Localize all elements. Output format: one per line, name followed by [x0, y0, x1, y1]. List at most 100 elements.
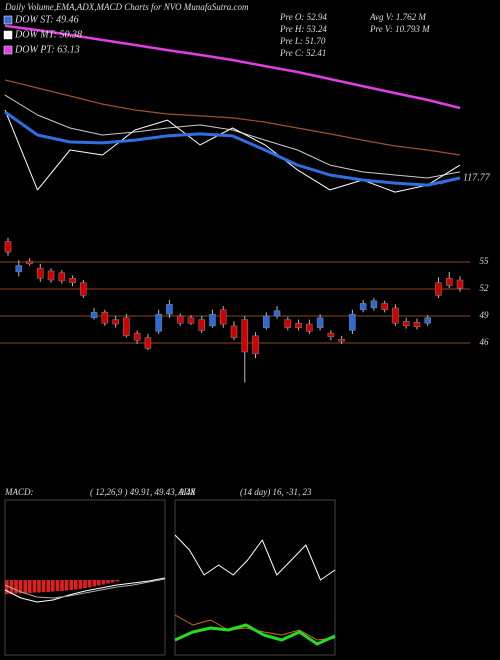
candle-body — [263, 315, 270, 328]
panel-title: MACD: — [4, 487, 34, 497]
histogram-bar — [14, 580, 18, 594]
candle-body — [133, 332, 141, 341]
line-series — [4, 110, 461, 187]
candle-body — [413, 322, 421, 328]
panel-params: ( 12,26,9 ) 49.91, 49.43, 0.48 — [90, 487, 195, 497]
panel-title: Daily Volume,EMA,ADX,MACD Charts for NVO… — [4, 2, 249, 12]
candle-body — [90, 312, 98, 319]
y-tick-label: 46 — [480, 337, 490, 347]
candle-body — [327, 332, 335, 337]
line-series — [4, 578, 166, 599]
candle-body — [37, 268, 44, 279]
histogram-bar — [41, 580, 46, 592]
candle-body — [58, 272, 66, 282]
legend-label: DOW ST: 49.46 — [14, 14, 79, 25]
histogram-bar — [69, 580, 73, 590]
candle-body — [80, 282, 87, 296]
legend-label: DOW MT: 50.38 — [14, 29, 82, 40]
stat-label: Pre V: 10.793 M — [369, 24, 430, 34]
histogram-bar — [32, 580, 37, 593]
candle-body — [101, 312, 109, 324]
candle-body — [402, 321, 410, 327]
legend-swatch — [3, 15, 13, 25]
histogram-bar — [106, 580, 110, 584]
panel-frame — [174, 499, 336, 656]
stat-label: Pre L: 51.70 — [279, 36, 326, 46]
candle-body — [241, 319, 249, 353]
candle-body — [144, 337, 152, 349]
candle-body — [219, 309, 227, 325]
stat-label: Pre H: 53.24 — [279, 24, 327, 34]
histogram-bar — [115, 580, 119, 582]
line-series — [174, 534, 336, 581]
histogram-bar — [78, 580, 83, 589]
candle-body — [445, 277, 453, 286]
candle-body — [26, 260, 33, 265]
candle-body — [306, 323, 313, 332]
candle-body — [166, 304, 173, 315]
histogram-bar — [87, 580, 92, 588]
candle-body — [187, 317, 195, 324]
candle-body — [359, 303, 367, 310]
candle-body — [15, 265, 23, 273]
histogram-bar — [83, 580, 87, 588]
legend-swatch — [3, 30, 13, 40]
candle-body — [349, 313, 356, 331]
histogram-bar — [110, 580, 115, 583]
candle-body — [112, 319, 119, 325]
candle-body — [155, 313, 162, 332]
legend-label: DOW PT: 63.13 — [14, 44, 80, 55]
candle-body — [284, 319, 292, 328]
histogram-bar — [9, 580, 14, 594]
panel-title: ADX — [177, 487, 196, 497]
candle-body — [316, 317, 324, 328]
candle-body — [338, 339, 345, 342]
candle-body — [252, 335, 259, 355]
candle-body — [435, 282, 442, 296]
panel-params: (14 day) 16, -31, 23 — [240, 487, 312, 497]
legend-swatch — [3, 45, 13, 55]
line-series — [174, 623, 336, 646]
candle-body — [295, 322, 302, 328]
line-series — [4, 94, 461, 179]
candle-body — [123, 317, 130, 337]
candle-body — [69, 277, 76, 283]
histogram-bar — [18, 580, 23, 594]
histogram-bar — [55, 580, 60, 591]
histogram-bar — [74, 580, 78, 590]
candle-body — [4, 241, 12, 253]
histogram-bar — [37, 580, 41, 593]
histogram-bar — [92, 580, 96, 587]
annotation: 117.77 — [463, 172, 491, 183]
histogram-bar — [23, 580, 27, 593]
line-series — [4, 24, 461, 110]
candle-body — [209, 313, 216, 327]
stat-label: Pre O: 52.94 — [279, 12, 327, 22]
stat-label: Pre C: 52.41 — [279, 48, 326, 58]
histogram-bar — [28, 580, 32, 593]
candle-body — [47, 270, 55, 281]
histogram-bar — [46, 580, 50, 592]
line-series — [174, 614, 336, 641]
candle-body — [392, 307, 399, 324]
stat-label: Avg V: 1.762 M — [369, 12, 426, 22]
annotation-pointer — [439, 177, 461, 185]
histogram-bar — [60, 580, 64, 591]
candle-body — [273, 310, 281, 317]
line-series — [4, 577, 166, 603]
candle-body — [381, 303, 388, 310]
histogram-bar — [51, 580, 55, 592]
panel-frame — [4, 499, 166, 656]
histogram-bar — [5, 580, 9, 594]
y-tick-label: 55 — [480, 256, 490, 266]
candle-body — [370, 300, 378, 309]
line-series — [4, 109, 461, 193]
candle-body — [230, 325, 238, 338]
candle-body — [456, 279, 464, 289]
histogram-bar — [97, 580, 101, 586]
histogram-bar — [64, 580, 69, 591]
y-tick-label: 49 — [480, 310, 490, 320]
line-series — [4, 79, 461, 156]
y-tick-label: 52 — [480, 283, 490, 293]
